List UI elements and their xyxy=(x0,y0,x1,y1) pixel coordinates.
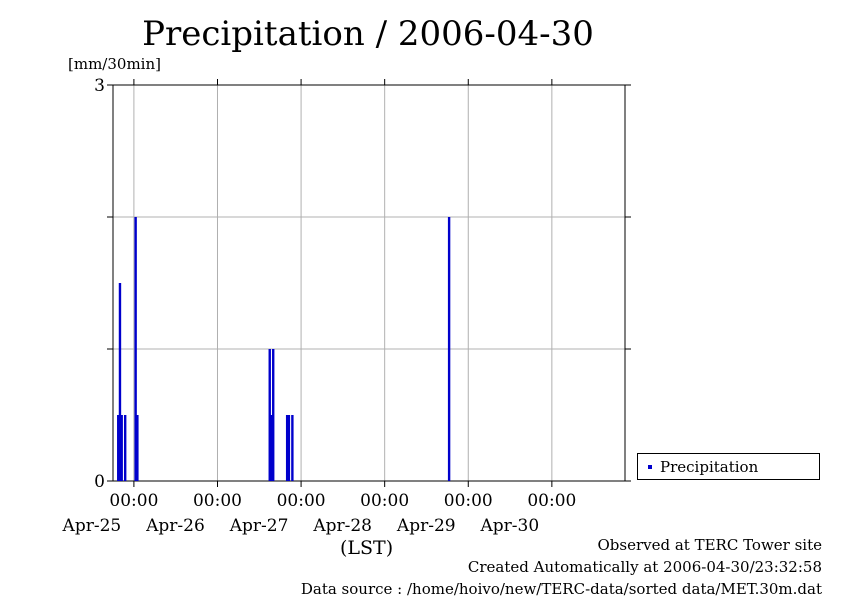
x-tick-date-label: Apr-29 xyxy=(396,516,456,536)
x-axis-label: (LST) xyxy=(340,537,394,559)
precipitation-bar xyxy=(268,349,271,481)
x-tick-date-label: Apr-30 xyxy=(480,516,540,536)
x-tick-date-label: Apr-28 xyxy=(312,516,372,536)
precipitation-bar xyxy=(270,415,273,481)
precipitation-bar xyxy=(123,415,127,481)
legend: Precipitation xyxy=(637,453,820,480)
y-tick-label: 3 xyxy=(94,76,105,96)
precipitation-bar xyxy=(287,415,291,481)
precipitation-bar xyxy=(134,217,137,481)
x-tick-time-label: 00:00 xyxy=(527,491,576,511)
precipitation-bar xyxy=(120,415,123,481)
precipitation-bar xyxy=(285,415,289,481)
y-axis-unit-label: [mm/30min] xyxy=(68,55,161,73)
footer-observed: Observed at TERC Tower site xyxy=(597,536,822,554)
footer-created: Created Automatically at 2006-04-30/23:3… xyxy=(467,558,822,576)
x-tick-date-label: Apr-25 xyxy=(62,516,122,536)
precipitation-bar xyxy=(272,349,275,481)
precipitation-bar xyxy=(118,283,122,481)
precipitation-bar xyxy=(136,415,139,481)
x-tick-date-label: Apr-27 xyxy=(229,516,289,536)
plot-frame xyxy=(112,84,626,482)
x-tick-date-label: Apr-26 xyxy=(145,516,205,536)
chart-title: Precipitation / 2006-04-30 xyxy=(142,14,594,54)
x-tick-time-label: 00:00 xyxy=(360,491,409,511)
precipitation-bar xyxy=(447,217,451,481)
y-tick-label: 0 xyxy=(94,472,105,492)
x-tick-time-label: 00:00 xyxy=(193,491,242,511)
precipitation-bar xyxy=(291,415,294,481)
x-tick-time-label: 00:00 xyxy=(444,491,493,511)
legend-label: Precipitation xyxy=(660,458,759,476)
x-tick-time-label: 00:00 xyxy=(277,491,326,511)
footer-data-source: Data source : /home/hoivo/new/TERC-data/… xyxy=(300,580,822,598)
x-tick-time-label: 00:00 xyxy=(109,491,158,511)
legend-swatch xyxy=(648,465,652,469)
precipitation-bar xyxy=(117,415,120,481)
